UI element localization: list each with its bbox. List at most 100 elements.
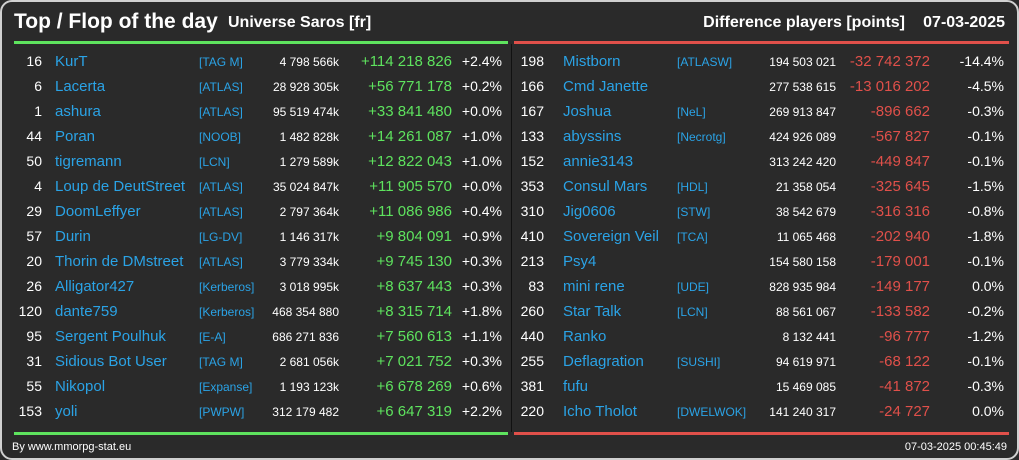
player-name-link[interactable]: KurT xyxy=(55,53,88,70)
alliance-tag-link[interactable]: [LCN] xyxy=(677,305,708,319)
percent-change: +1.0% xyxy=(461,128,502,144)
alliance-tag-link[interactable]: [PWPW] xyxy=(199,405,245,419)
list-item: 152 annie3143 313 242 420 -449 847 -0.1% xyxy=(514,150,1009,175)
alliance-tag-link[interactable]: [ATLAS] xyxy=(199,180,243,194)
player-name-link[interactable]: Loup de DeutStreet xyxy=(55,178,186,195)
alliance-tag-link[interactable]: [SUSHI] xyxy=(677,355,721,369)
player-name-link[interactable]: Star Talk xyxy=(563,303,622,320)
player-rank: 198 xyxy=(520,53,544,69)
alliance-tag-link[interactable]: [ATLAS] xyxy=(199,255,243,269)
alliance-tag-link[interactable]: [LCN] xyxy=(199,155,230,169)
list-item: 57 Durin [LG-DV] 1 146 317k +9 804 091 +0.9% xyxy=(14,225,508,250)
player-points: 11 065 468 xyxy=(776,230,836,244)
player-points: 828 935 984 xyxy=(769,280,836,294)
player-name-link[interactable]: Thorin de DMstreet xyxy=(55,253,184,270)
player-name-link[interactable]: mini rene xyxy=(563,278,625,295)
player-points: 28 928 305k xyxy=(272,80,339,94)
player-name-link[interactable]: Sidious Bot User xyxy=(55,353,167,370)
player-name-link[interactable]: Jig0606 xyxy=(563,203,616,220)
player-name-link[interactable]: Icho Tholot xyxy=(563,403,637,420)
player-name-link[interactable]: Deflagration xyxy=(563,353,644,370)
points-difference: +8 315 714 xyxy=(376,303,453,320)
player-name-link[interactable]: Sovereign Veil xyxy=(563,228,659,245)
player-points: 424 926 089 xyxy=(769,130,836,144)
player-name-link[interactable]: annie3143 xyxy=(563,153,634,170)
player-name-link[interactable]: Lacerta xyxy=(55,78,106,95)
alliance-tag-link[interactable]: [DWELWOK] xyxy=(677,405,747,419)
percent-change: +1.8% xyxy=(461,303,502,319)
percent-change: +2.4% xyxy=(461,53,502,69)
alliance-tag-link[interactable]: [Expanse] xyxy=(199,380,253,394)
percent-change: -14.4% xyxy=(959,53,1004,69)
player-points: 1 146 317k xyxy=(279,230,339,244)
player-name-link[interactable]: DoomLeffyer xyxy=(55,203,141,220)
player-name-link[interactable]: dante759 xyxy=(55,303,118,320)
player-name-link[interactable]: Alligator427 xyxy=(55,278,135,295)
alliance-tag-link[interactable]: [NeL] xyxy=(677,105,706,119)
alliance-tag-link[interactable]: [STW] xyxy=(677,205,711,219)
player-points: 1 193 123k xyxy=(279,380,339,394)
top-losers-list: 198 Mistborn [ATLASW] 194 503 021 -32 742 37… xyxy=(514,50,1009,425)
player-name-link[interactable]: Durin xyxy=(55,228,91,245)
player-rank: 152 xyxy=(520,153,544,169)
alliance-tag-link[interactable]: [TAG M] xyxy=(199,355,243,369)
player-name-link[interactable]: abyssins xyxy=(563,128,622,145)
player-name-link[interactable]: tigremann xyxy=(55,153,122,170)
points-difference: -96 777 xyxy=(879,328,930,345)
player-name-link[interactable]: yoli xyxy=(55,403,78,420)
points-difference: -41 872 xyxy=(879,378,930,395)
player-rank: 440 xyxy=(520,328,544,344)
player-name-link[interactable]: Mistborn xyxy=(563,53,621,70)
alliance-tag-link[interactable]: [ATLASW] xyxy=(677,55,733,69)
list-item: 4 Loup de DeutStreet [ATLAS] 35 024 847k +11… xyxy=(14,175,508,200)
player-points: 88 561 067 xyxy=(775,305,836,319)
date-label: 07-03-2025 xyxy=(923,14,1005,31)
alliance-tag-link[interactable]: [ATLAS] xyxy=(199,205,243,219)
alliance-tag-link[interactable]: [NOOB] xyxy=(199,130,242,144)
alliance-tag-link[interactable]: [E-A] xyxy=(199,330,226,344)
points-difference: +9 745 130 xyxy=(376,253,453,270)
player-points: 277 538 615 xyxy=(769,80,836,94)
alliance-tag-link[interactable]: [LG-DV] xyxy=(199,230,243,244)
player-points: 269 913 847 xyxy=(769,105,836,119)
player-rank: 381 xyxy=(520,378,544,394)
player-name-link[interactable]: fufu xyxy=(563,378,589,395)
player-points: 3 018 995k xyxy=(279,280,339,294)
player-name-link[interactable]: ashura xyxy=(55,103,101,120)
alliance-tag-link[interactable]: [Kerberos] xyxy=(199,280,255,294)
universe-label: Universe Saros [fr] xyxy=(228,14,372,31)
player-name-link[interactable]: Poran xyxy=(55,128,96,145)
list-item: 133 abyssins [Necrotg] 424 926 089 -567 827 -… xyxy=(514,125,1009,150)
alliance-tag-link[interactable]: [Necrotg] xyxy=(677,130,726,144)
points-difference: +114 218 826 xyxy=(360,53,452,70)
player-name-link[interactable]: Psy4 xyxy=(563,253,597,270)
alliance-tag-link[interactable]: [ATLAS] xyxy=(199,80,243,94)
points-difference: -68 122 xyxy=(879,353,930,370)
list-item: 353 Consul Mars [HDL] 21 358 054 -325 645 -1.… xyxy=(514,175,1009,200)
player-rank: 83 xyxy=(528,278,544,294)
player-name-link[interactable]: Nikopol xyxy=(55,378,106,395)
player-rank: 255 xyxy=(520,353,544,369)
points-difference: +8 637 443 xyxy=(376,278,453,295)
alliance-tag-link[interactable]: [UDE] xyxy=(677,280,710,294)
player-name-link[interactable]: Sergent Poulhuk xyxy=(55,328,166,345)
percent-change: +1.1% xyxy=(461,328,502,344)
percent-change: -0.1% xyxy=(967,128,1004,144)
player-rank: 55 xyxy=(26,378,42,394)
difference-label: Difference players [points] xyxy=(703,14,905,31)
alliance-tag-link[interactable]: [TCA] xyxy=(677,230,708,244)
player-points: 194 503 021 xyxy=(769,55,836,69)
player-rank: 166 xyxy=(520,78,544,94)
alliance-tag-link[interactable]: [HDL] xyxy=(677,180,708,194)
player-name-link[interactable]: Cmd Janette xyxy=(563,78,649,95)
alliance-tag-link[interactable]: [Kerberos] xyxy=(199,305,255,319)
player-name-link[interactable]: Consul Mars xyxy=(563,178,648,195)
player-name-link[interactable]: Joshua xyxy=(563,103,612,120)
list-item: 381 fufu 15 469 085 -41 872 -0.3% xyxy=(514,375,1009,400)
player-rank: 95 xyxy=(26,328,42,344)
points-difference: +11 086 986 xyxy=(369,203,452,220)
player-name-link[interactable]: Ranko xyxy=(563,328,607,345)
alliance-tag-link[interactable]: [ATLAS] xyxy=(199,105,243,119)
alliance-tag-link[interactable]: [TAG M] xyxy=(199,55,243,69)
player-rank: 167 xyxy=(520,103,544,119)
